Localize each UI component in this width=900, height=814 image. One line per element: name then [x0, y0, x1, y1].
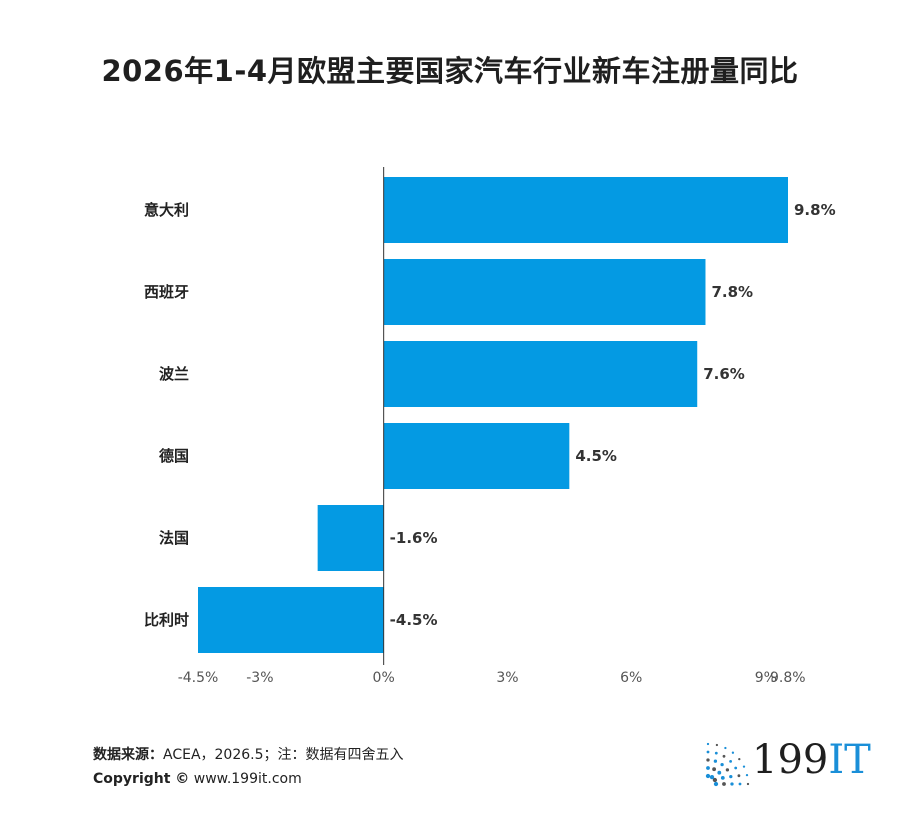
value-label-1: 7.8% — [711, 283, 753, 301]
brand-suffix: IT — [828, 737, 871, 783]
bar-1 — [383, 259, 706, 325]
category-label-1: 西班牙 — [144, 283, 189, 301]
copyright-note: Copyright © www.199it.com — [93, 771, 302, 787]
source-text: ACEA，2026.5；注：数据有四舍五入 — [163, 747, 404, 763]
brand-number: 199 — [752, 737, 829, 783]
category-label-4: 法国 — [159, 529, 189, 547]
dot-fan-logo-icon — [705, 742, 750, 787]
category-label-2: 波兰 — [159, 365, 189, 383]
x-tick-label-0: -4.5% — [178, 670, 219, 686]
value-label-3: 4.5% — [575, 447, 617, 465]
copyright-url: www.199it.com — [189, 771, 302, 787]
bars-layer — [198, 177, 788, 653]
source-key: 数据来源： — [93, 747, 163, 763]
bar-4 — [317, 505, 384, 571]
x-tick-label-6: 9.8% — [770, 670, 806, 686]
brand-wordmark: 199IT — [752, 738, 871, 782]
data-source-note: 数据来源：ACEA，2026.5；注：数据有四舍五入 — [93, 744, 404, 764]
bar-3 — [383, 423, 570, 489]
value-label-0: 9.8% — [794, 201, 836, 219]
ticks-layer: -4.5% -3% 0% 3% 6% 9%9.8% — [178, 670, 806, 686]
copyright-key: Copyright © — [93, 771, 190, 787]
labels-layer: 意大利 9.8% 西班牙 7.8% 波兰 7.6% 德国 4.5% 法国 -1.6% 比利时 -4.5… — [144, 201, 836, 629]
x-tick-label-3: 3% — [496, 670, 518, 686]
x-tick-label-2: 0% — [373, 670, 395, 686]
chart-title: 2026年1-4月欧盟主要国家汽车行业新车注册量同比 — [101, 54, 799, 88]
category-label-0: 意大利 — [144, 201, 189, 219]
bar-5 — [198, 587, 384, 653]
bar-0 — [383, 177, 788, 243]
category-label-5: 比利时 — [144, 611, 189, 629]
category-label-3: 德国 — [159, 447, 189, 465]
value-label-4: -1.6% — [390, 529, 438, 547]
x-tick-label-4: 6% — [620, 670, 642, 686]
x-tick-label-5: 9% — [755, 670, 777, 686]
x-tick-label-1: -3% — [246, 670, 273, 686]
bar-2 — [383, 341, 698, 407]
value-label-2: 7.6% — [703, 365, 745, 383]
value-label-5: -4.5% — [390, 611, 438, 629]
